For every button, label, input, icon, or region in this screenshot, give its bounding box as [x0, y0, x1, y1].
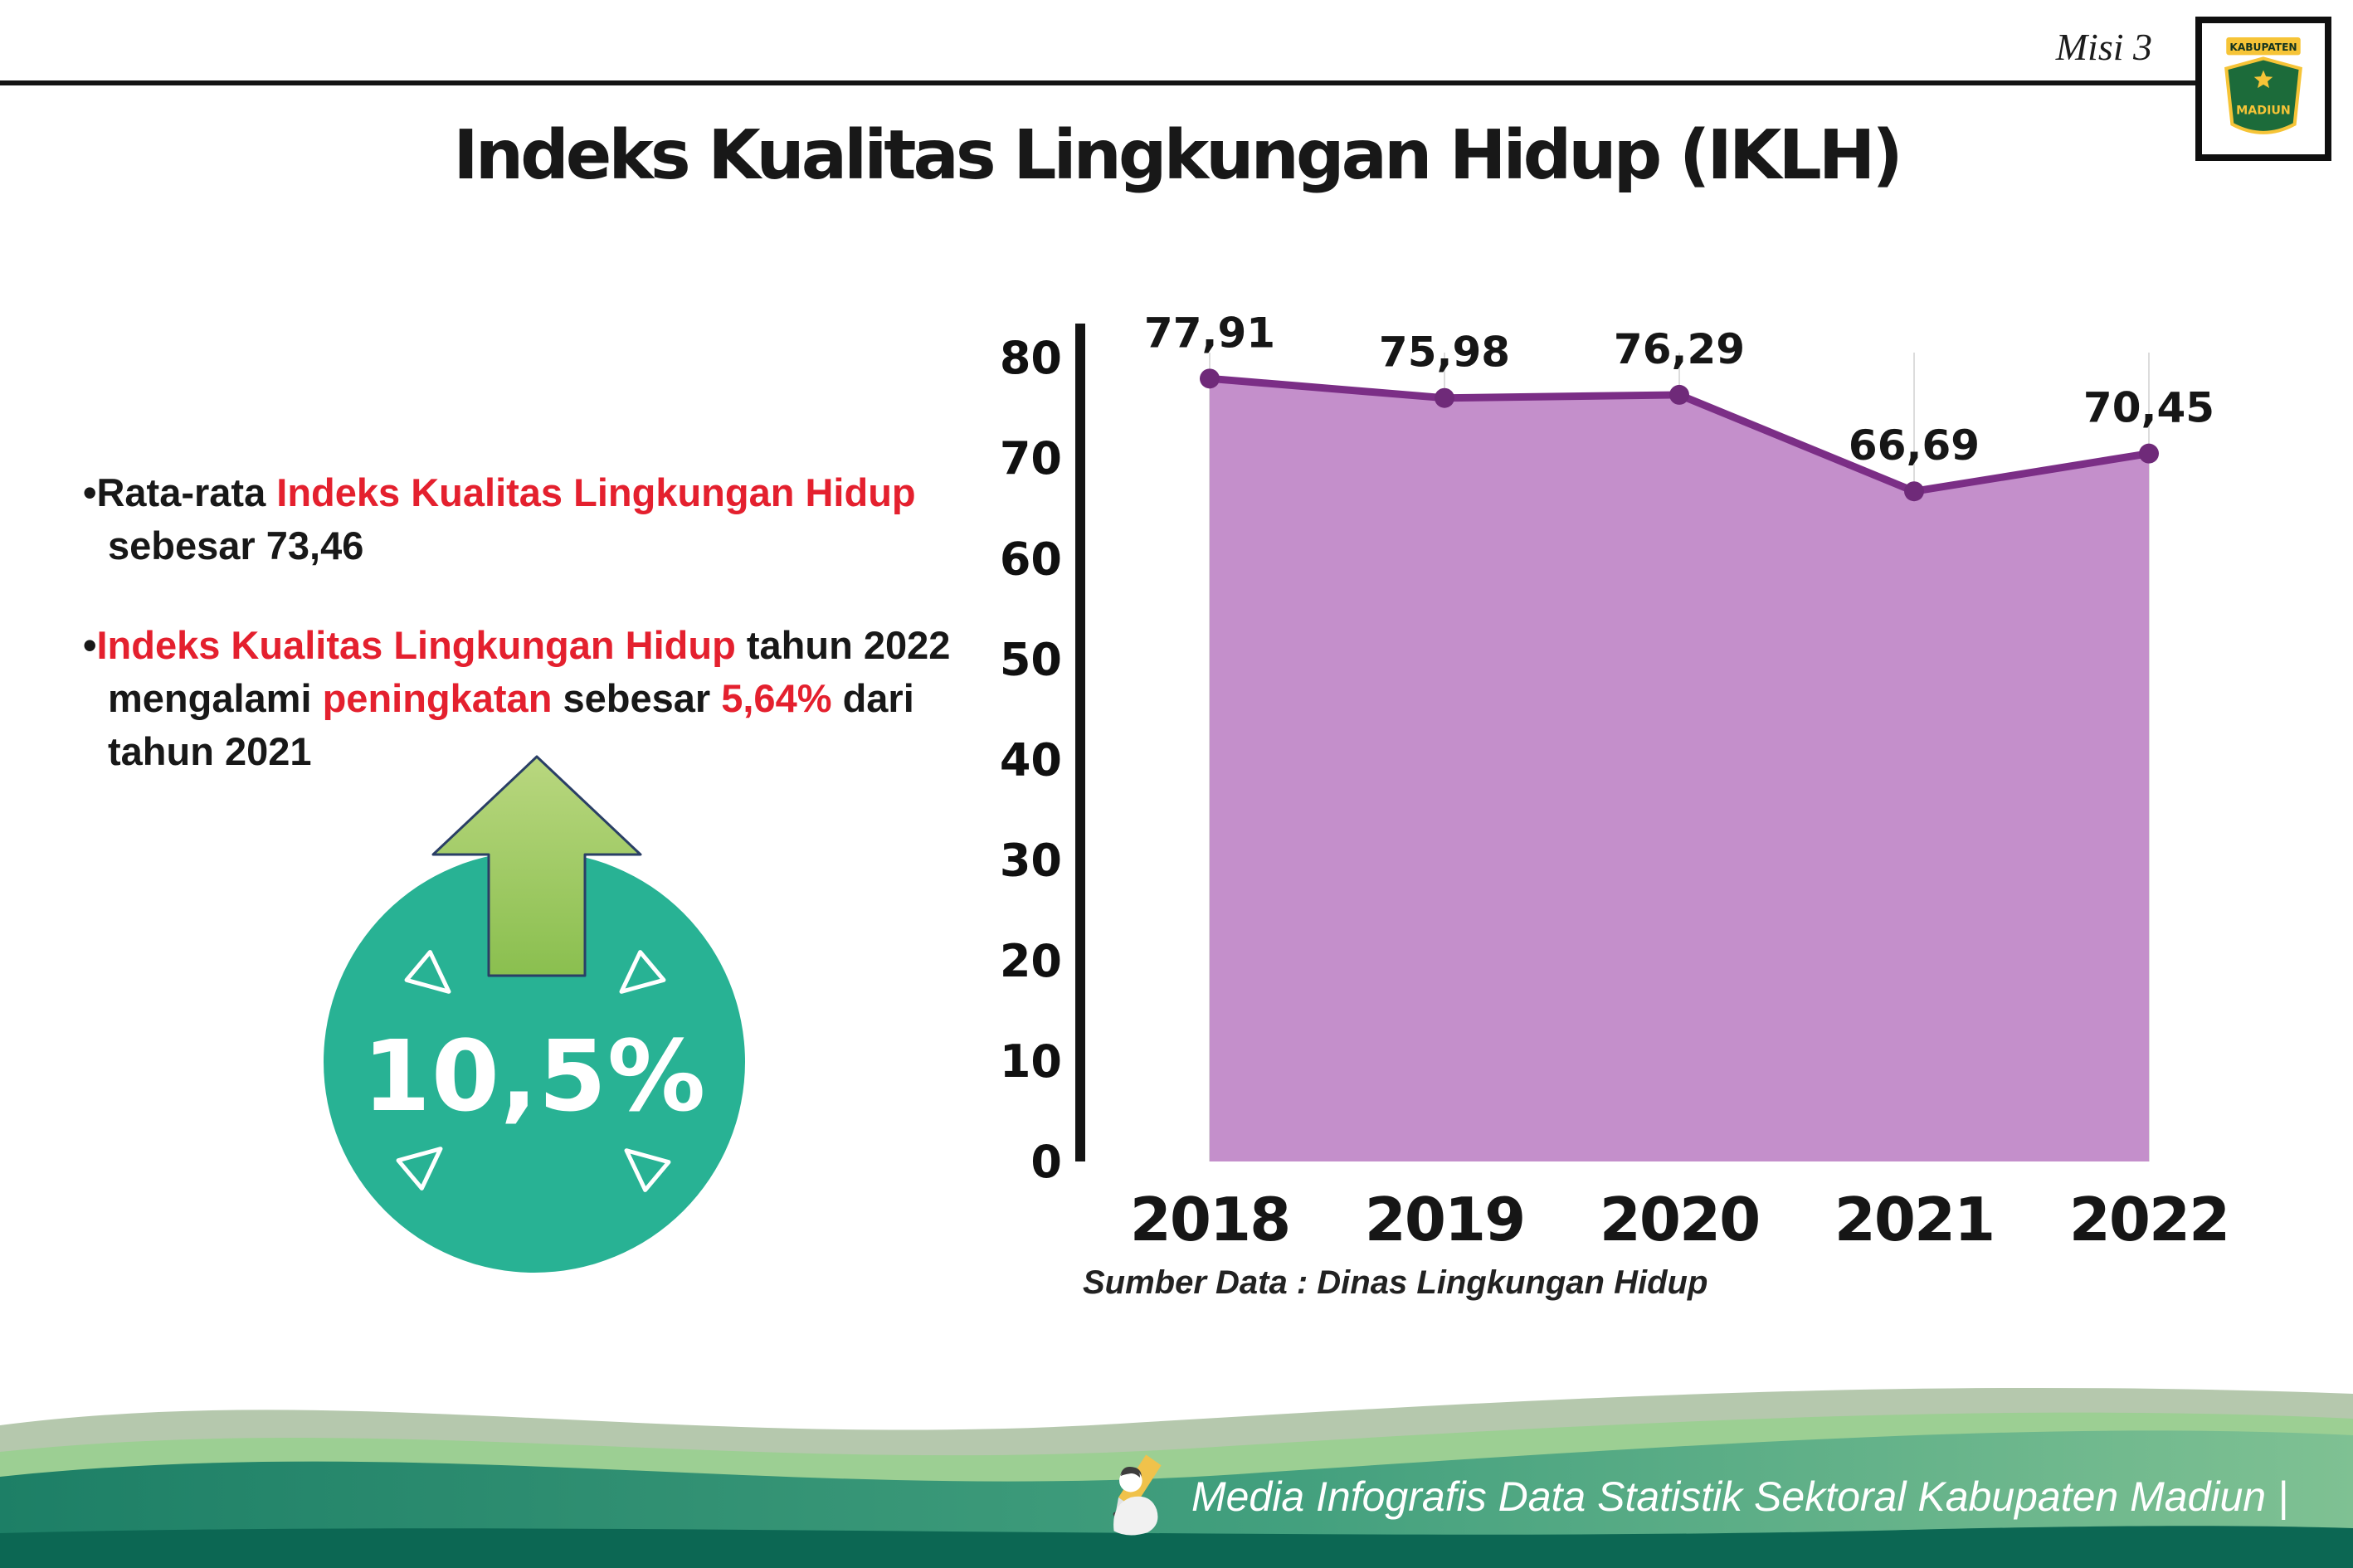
iklh-chart-area: 77,91 75,98 76,29 66,69 70,45 0 10 20 30 40 50 60 70…: [996, 274, 2307, 1336]
triangle-icon: [624, 1148, 671, 1192]
y-tick-label: 50: [1000, 633, 1062, 685]
kabupaten-madiun-logo: KABUPATEN MADIUN: [2195, 17, 2331, 161]
x-axis-label: 2022: [2069, 1185, 2229, 1254]
footer-wave-background: [0, 1387, 2353, 1568]
triangle-icon: [396, 1147, 443, 1191]
data-label: 75,98: [1379, 329, 1510, 377]
y-tick-label: 0: [1030, 1136, 1062, 1188]
increase-percentage-value: 10,5%: [362, 1019, 707, 1133]
badge-triangle-decorations: [396, 950, 671, 1192]
bullet-line: •Rata-rata Indeks Kualitas Lingkungan Hi…: [83, 470, 916, 514]
data-label: 77,91: [1144, 309, 1275, 357]
y-tick-label: 40: [1000, 734, 1062, 786]
iklh-area-chart: 77,91 75,98 76,29 66,69 70,45 0 10 20 30 40 50 60 70…: [1000, 309, 2230, 1254]
footer-caption: Media Infografis Data Statistik Sektoral…: [1100, 1454, 2288, 1540]
y-axis-line: [1075, 324, 1085, 1161]
bullet-line: sebesar 73,46: [108, 523, 364, 567]
triangle-icon: [404, 950, 451, 994]
crest-icon: KABUPATEN MADIUN: [2224, 37, 2302, 134]
footer-text: Media Infografis Data Statistik Sektoral…: [1191, 1473, 2288, 1520]
star-icon: [2253, 70, 2273, 89]
data-source-caption: Sumber Data : Dinas Lingkungan Hidup: [1083, 1264, 1708, 1301]
bullet-line: mengalami peningkatan sebesar 5,64% dari: [108, 675, 914, 720]
page-title: Indeks Kualitas Lingkungan Hidup (IKLH): [453, 116, 1903, 195]
bullet-2022-increase: •Indeks Kualitas Lingkungan Hidup tahun …: [83, 619, 1021, 778]
bullet-line: •Indeks Kualitas Lingkungan Hidup tahun …: [83, 622, 951, 667]
y-tick-label: 70: [1000, 432, 1062, 485]
x-axis-label: 2019: [1365, 1185, 1524, 1254]
x-axis-label: 2018: [1130, 1185, 1289, 1254]
y-tick-label: 30: [1000, 835, 1062, 887]
bullet-dot: •: [83, 470, 97, 514]
header-divider-line: [0, 80, 2195, 85]
data-point: [2139, 443, 2159, 464]
wave-dark-strip: [0, 1526, 2353, 1568]
y-tick-label: 80: [1000, 332, 1062, 384]
bullet-line: tahun 2021: [108, 728, 312, 773]
logo-region-text: MADIUN: [2236, 105, 2291, 118]
y-tick-label: 20: [1000, 935, 1062, 987]
data-point: [1200, 368, 1220, 389]
data-point: [1669, 384, 1689, 405]
data-point: [1904, 481, 1924, 502]
y-tick-label: 60: [1000, 533, 1062, 585]
x-axis-label: 2021: [1834, 1185, 1994, 1254]
key-findings-text: •Rata-rata Indeks Kualitas Lingkungan Hi…: [83, 466, 1021, 825]
area-fill: [1210, 378, 2149, 1161]
up-arrow-icon: [431, 755, 642, 977]
data-label: 70,45: [2083, 384, 2214, 432]
data-label: 66,69: [1849, 421, 1980, 470]
bullet-dot: •: [83, 622, 97, 667]
data-label: 76,29: [1614, 325, 1745, 373]
mascot-icon: [1113, 1454, 1162, 1536]
bullet-average-iklh: •Rata-rata Indeks Kualitas Lingkungan Hi…: [83, 466, 1021, 572]
logo-banner-text: KABUPATEN: [2229, 41, 2297, 53]
y-tick-label: 10: [1000, 1035, 1062, 1088]
misi-label: Misi 3: [2055, 26, 2152, 68]
data-point: [1435, 387, 1454, 408]
x-axis-label: 2020: [1600, 1185, 1759, 1254]
triangle-icon: [619, 950, 666, 994]
